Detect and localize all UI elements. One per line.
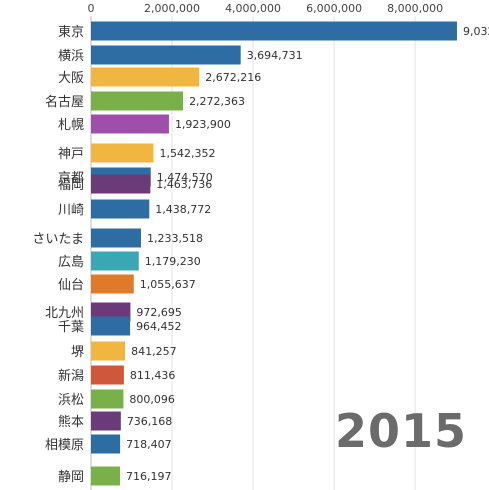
x-tick-label: 6,000,000 (306, 2, 362, 15)
category-label: 川崎 (58, 203, 84, 218)
bar (91, 45, 241, 65)
category-label: 浜松 (58, 393, 84, 408)
x-tick-label: 4,000,000 (225, 2, 281, 15)
value-label: 1,463,736 (156, 178, 212, 191)
value-label: 2,272,363 (189, 95, 245, 108)
bar (91, 365, 124, 385)
year-label: 2015 (334, 404, 467, 458)
bar (91, 67, 200, 87)
bar (91, 316, 131, 336)
category-label: 相模原 (45, 438, 84, 453)
x-tick-label: 2,000,000 (144, 2, 200, 15)
x-tick-label: 8,000,000 (387, 2, 443, 15)
bar (91, 21, 457, 41)
value-label: 964,452 (136, 320, 182, 333)
value-label: 9,032,951 (463, 25, 489, 38)
value-label: 1,923,900 (175, 118, 231, 131)
bar (91, 466, 121, 486)
category-label: 名古屋 (45, 94, 84, 110)
category-label: 熊本 (58, 414, 84, 430)
category-label: 東京 (58, 24, 84, 40)
value-label: 800,096 (129, 393, 175, 406)
value-label: 1,542,352 (159, 147, 215, 160)
bar (91, 114, 169, 134)
bar (91, 174, 151, 194)
value-label: 736,168 (127, 415, 173, 428)
value-label: 1,233,518 (147, 232, 203, 245)
category-label: 神戸 (58, 147, 84, 162)
category-label: 京都 (58, 171, 84, 186)
category-label: 千葉 (58, 320, 84, 335)
value-label: 811,436 (130, 369, 176, 382)
bar (91, 411, 121, 431)
bar (91, 434, 121, 454)
value-label: 1,438,772 (155, 203, 211, 216)
value-label: 716,197 (126, 470, 172, 483)
category-label: 堺 (71, 345, 84, 360)
category-label: 横浜 (58, 49, 84, 64)
category-label: 北九州 (45, 306, 84, 321)
category-label: さいたま (32, 232, 84, 247)
x-tick-label: 0 (88, 2, 95, 15)
bar (91, 251, 139, 271)
category-label: 大阪 (58, 71, 84, 86)
category-label: 静岡 (58, 470, 84, 485)
bar (91, 199, 150, 219)
value-label: 972,695 (136, 306, 182, 319)
bar (91, 341, 126, 361)
value-label: 841,257 (131, 345, 177, 358)
category-label: 広島 (58, 255, 84, 270)
bar (91, 91, 184, 111)
value-label: 1,474,570 (157, 171, 213, 184)
category-label: 仙台 (58, 278, 84, 293)
value-label: 718,407 (126, 438, 172, 451)
value-label: 2,672,216 (205, 71, 261, 84)
bar (91, 228, 141, 248)
bar (91, 143, 154, 163)
bar (91, 389, 124, 409)
category-label: 新潟 (58, 368, 84, 384)
value-label: 3,694,731 (247, 49, 303, 62)
bar (91, 274, 134, 294)
category-label: 福岡 (58, 178, 84, 193)
category-label: 札幌 (58, 117, 84, 133)
value-label: 1,179,230 (145, 255, 201, 268)
value-label: 1,055,637 (140, 278, 196, 291)
